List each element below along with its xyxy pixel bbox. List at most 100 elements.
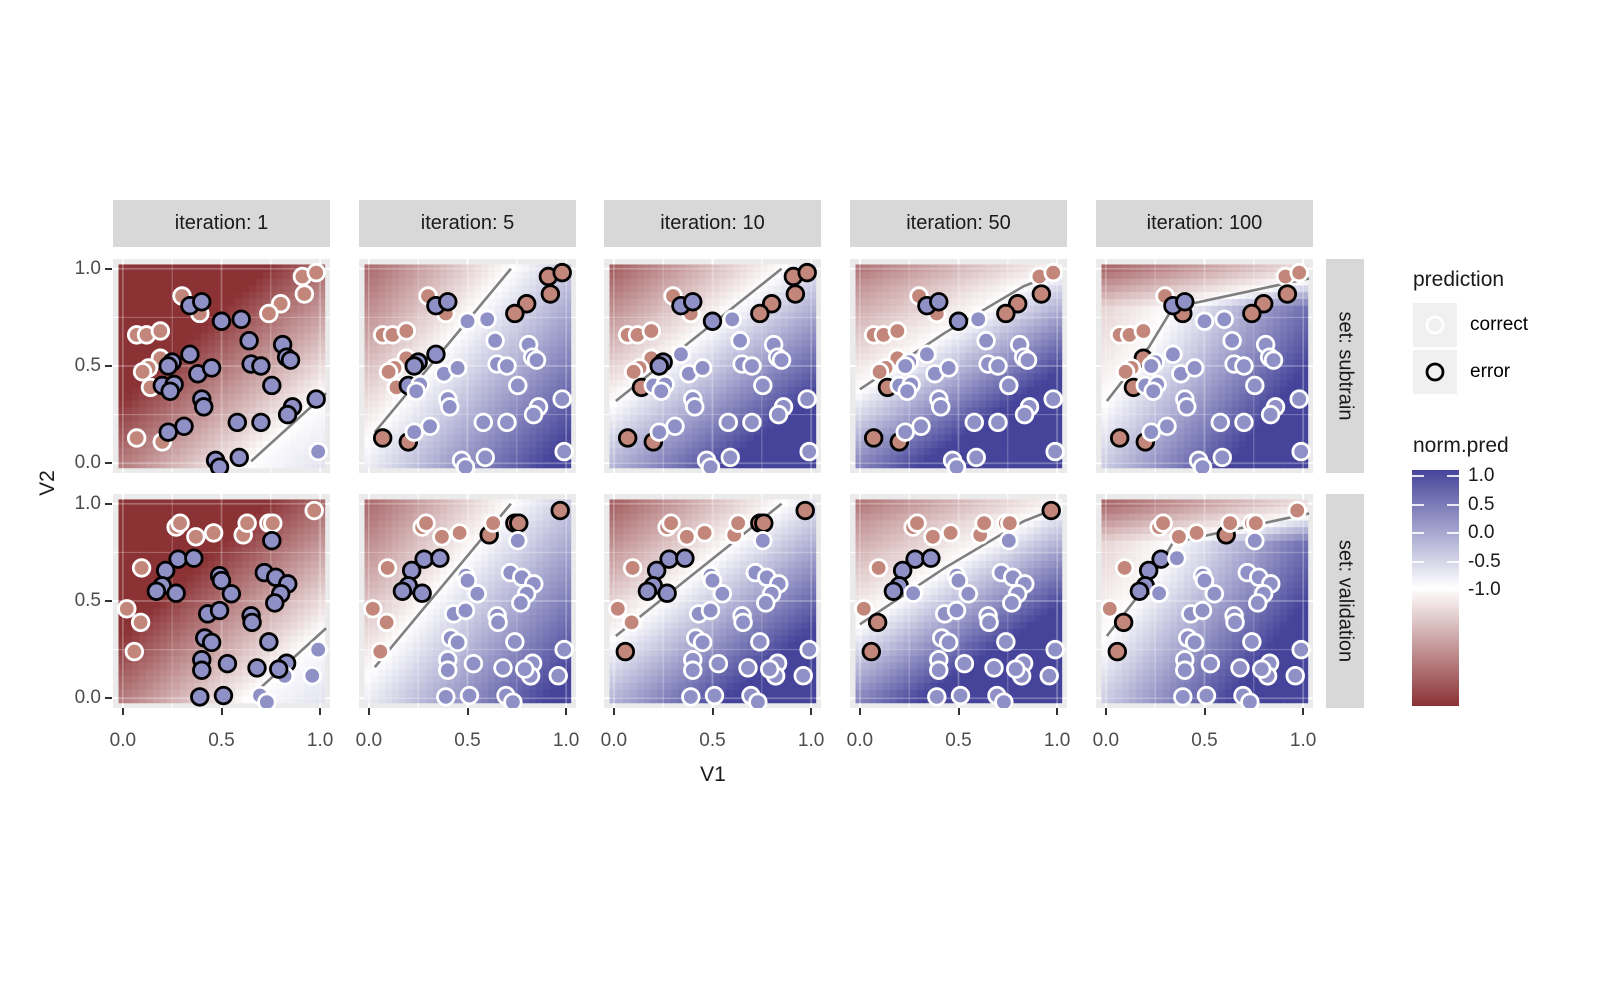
y-tick-mark xyxy=(105,697,112,700)
facet-strip-iteration-10: iteration: 10 xyxy=(604,200,821,247)
panel-canvas-validation-iter-50 xyxy=(850,494,1067,708)
panel-subtrain-iter-10 xyxy=(604,259,821,473)
facet-strip-iteration-100: iteration: 100 xyxy=(1096,200,1313,247)
x-tick-label: 1.0 xyxy=(306,730,334,751)
panel-validation-iter-100 xyxy=(1096,494,1313,708)
panel-validation-iter-1 xyxy=(113,494,330,708)
colorbar-tick-mark xyxy=(1447,532,1459,534)
y-tick-label: 0.5 xyxy=(74,590,101,611)
y-tick-mark xyxy=(105,502,112,505)
colorbar-tick-label: 0.5 xyxy=(1468,493,1495,515)
colorbar-tick-mark xyxy=(1447,589,1459,591)
x-tick-mark xyxy=(121,708,124,715)
x-tick-mark xyxy=(1302,708,1305,715)
y-tick-mark xyxy=(105,600,112,602)
colorbar-tick-label: 1.0 xyxy=(1468,465,1495,486)
colorbar-tick-label: 0.0 xyxy=(1468,522,1495,543)
x-tick-label: 0.0 xyxy=(109,730,137,751)
y-tick-label: 0.5 xyxy=(74,355,101,376)
facet-strip-iteration-5: iteration: 5 xyxy=(359,200,576,247)
facet-strip-label: iteration: 50 xyxy=(906,212,1011,234)
facet-strip-set-validation: set: validation xyxy=(1326,494,1364,708)
facet-strip-label: iteration: 100 xyxy=(1146,212,1263,234)
x-tick-mark xyxy=(711,708,714,715)
y-axis-title: V2 xyxy=(36,470,59,496)
legend-label-error: error xyxy=(1470,361,1511,382)
panel-canvas-validation-iter-100 xyxy=(1096,494,1313,708)
panel-canvas-validation-iter-5 xyxy=(359,494,576,708)
colorbar-tick-mark xyxy=(1412,560,1424,563)
panel-subtrain-iter-5 xyxy=(359,259,576,473)
x-tick-mark xyxy=(1203,708,1206,715)
x-tick-label: 1.0 xyxy=(797,730,825,751)
colorbar-gradient xyxy=(1412,470,1459,706)
x-tick-mark xyxy=(858,708,861,715)
y-tick-label: 1.0 xyxy=(74,257,101,279)
x-tick-mark xyxy=(367,708,370,715)
x-tick-mark xyxy=(220,708,223,715)
x-tick-label: 0.0 xyxy=(846,730,874,751)
panel-canvas-subtrain-iter-100 xyxy=(1096,259,1313,473)
colorbar-title: norm.pred xyxy=(1413,434,1509,457)
x-tick-mark xyxy=(565,708,568,715)
panel-canvas-subtrain-iter-5 xyxy=(359,259,576,473)
y-tick-mark xyxy=(105,365,112,367)
y-tick-mark xyxy=(105,267,112,270)
x-tick-mark xyxy=(957,708,960,715)
colorbar-tick-label: -1.0 xyxy=(1468,579,1501,600)
y-tick-label: 0.0 xyxy=(74,687,101,709)
legend-label-correct: correct xyxy=(1470,314,1529,335)
x-tick-label: 1.0 xyxy=(552,730,580,751)
facet-strip-label: iteration: 1 xyxy=(174,212,269,234)
x-axis-title: V1 xyxy=(700,763,726,786)
panel-canvas-validation-iter-10 xyxy=(604,494,821,708)
panel-canvas-subtrain-iter-1 xyxy=(113,259,330,473)
x-tick-label: 1.0 xyxy=(1043,730,1071,751)
x-tick-label: 0.0 xyxy=(600,730,628,751)
x-tick-mark xyxy=(1104,708,1107,715)
x-tick-mark xyxy=(319,708,322,715)
x-tick-mark xyxy=(612,708,615,715)
x-tick-label: 0.5 xyxy=(454,730,481,751)
panel-subtrain-iter-50 xyxy=(850,259,1067,473)
x-tick-label: 0.0 xyxy=(1092,730,1120,751)
facet-strip-label: set: validation xyxy=(1334,539,1357,663)
panel-canvas-subtrain-iter-50 xyxy=(850,259,1067,473)
colorbar-tick-mark xyxy=(1412,475,1424,477)
x-tick-label: 0.5 xyxy=(208,730,235,751)
x-tick-mark xyxy=(810,708,813,715)
facet-strip-iteration-1: iteration: 1 xyxy=(113,200,330,247)
correct-point-icon xyxy=(1425,315,1445,335)
facet-strip-label: iteration: 5 xyxy=(420,212,515,234)
panel-subtrain-iter-100 xyxy=(1096,259,1313,473)
x-tick-label: 0.0 xyxy=(355,730,383,751)
x-tick-label: 0.5 xyxy=(1191,730,1218,751)
y-tick-label: 0.0 xyxy=(74,452,101,474)
legend-key-error xyxy=(1413,350,1457,394)
colorbar-tick-mark xyxy=(1447,560,1459,563)
facet-strip-set-subtrain: set: subtrain xyxy=(1326,259,1364,473)
facet-strip-iteration-50: iteration: 50 xyxy=(850,200,1067,247)
y-tick-label: 1.0 xyxy=(74,492,101,514)
colorbar-tick-mark xyxy=(1412,503,1424,506)
prediction-legend-title: prediction xyxy=(1413,268,1505,291)
facet-strip-label: iteration: 10 xyxy=(660,212,765,234)
colorbar-tick-label: -0.5 xyxy=(1468,550,1501,572)
y-tick-mark xyxy=(105,462,112,465)
x-tick-label: 1.0 xyxy=(1289,730,1317,751)
panel-validation-iter-50 xyxy=(850,494,1067,708)
x-tick-label: 0.5 xyxy=(699,730,726,751)
colorbar-tick-mark xyxy=(1447,503,1459,506)
colorbar-tick-mark xyxy=(1412,532,1424,534)
panel-validation-iter-10 xyxy=(604,494,821,708)
colorbar-tick-mark xyxy=(1412,589,1424,591)
facet-strip-label: set: subtrain xyxy=(1334,311,1357,421)
error-point-icon xyxy=(1425,362,1445,382)
x-tick-mark xyxy=(466,708,469,715)
panel-validation-iter-5 xyxy=(359,494,576,708)
x-tick-mark xyxy=(1056,708,1059,715)
panel-canvas-validation-iter-1 xyxy=(113,494,330,708)
panel-canvas-subtrain-iter-10 xyxy=(604,259,821,473)
panel-subtrain-iter-1 xyxy=(113,259,330,473)
